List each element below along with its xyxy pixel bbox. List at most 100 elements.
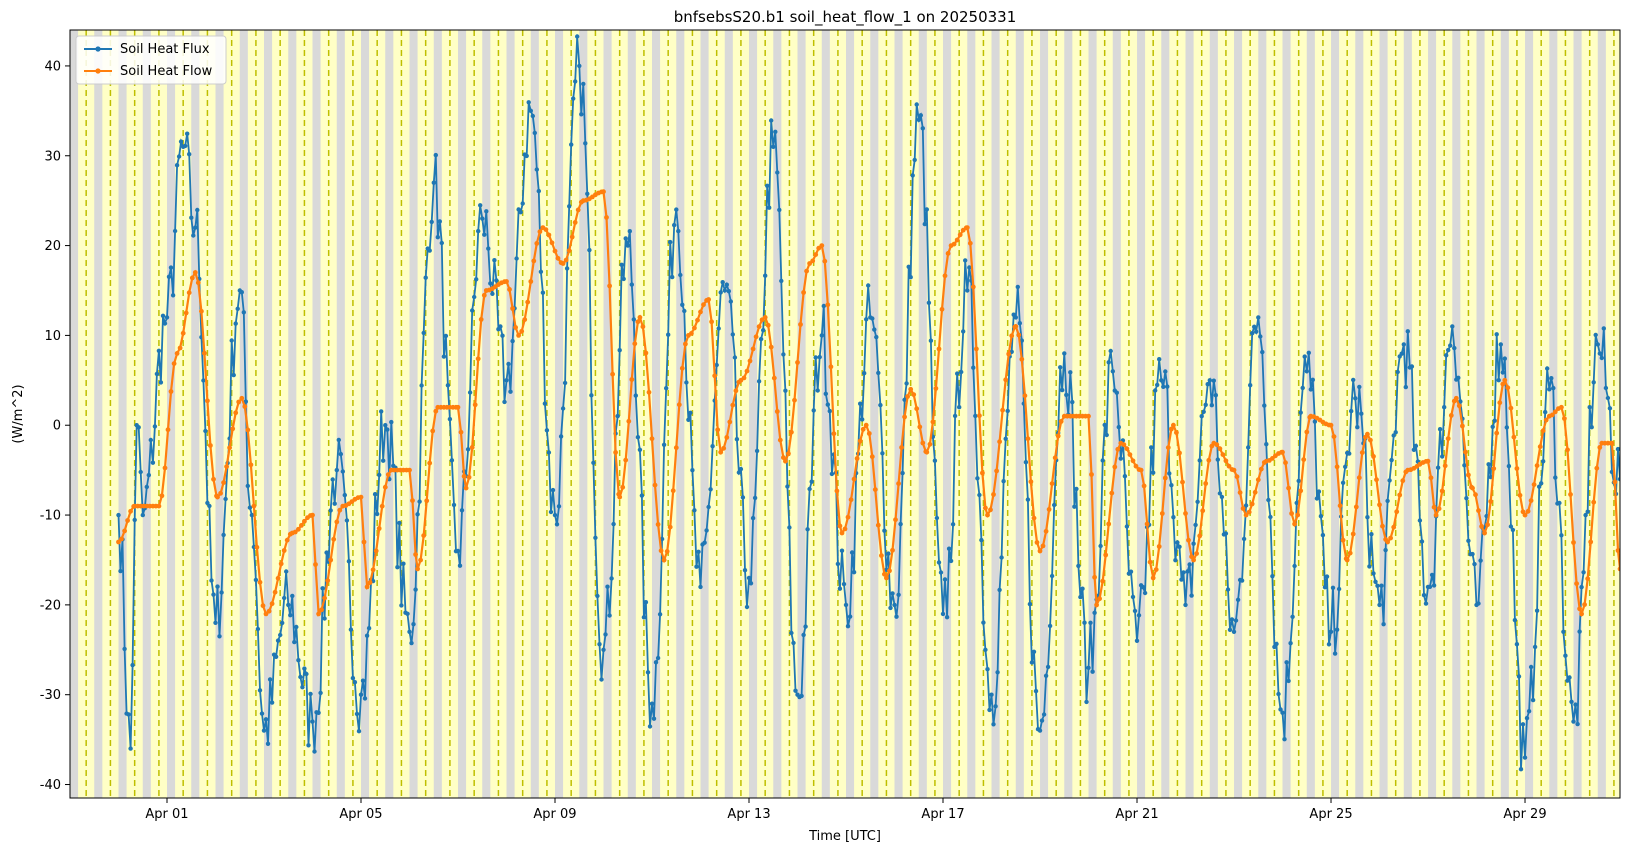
data-point [1304,369,1310,374]
data-point [635,319,641,325]
data-point [1500,381,1506,387]
data-point [870,316,875,321]
data-point [178,139,184,144]
data-point [162,321,168,326]
data-point [319,607,324,613]
data-point [1180,479,1185,485]
x-tick-label: Apr 17 [921,807,964,822]
daylight-band [1605,30,1620,798]
data-point [564,266,570,271]
data-point [1530,697,1536,703]
data-point [504,279,509,284]
data-point [201,378,206,383]
data-point [834,488,840,494]
data-point [847,614,853,619]
data-point [338,451,343,457]
data-point [549,240,555,246]
data-point [1246,509,1252,515]
data-point [1138,467,1144,473]
data-point [348,627,354,632]
data-point [1074,486,1079,492]
data-point [813,252,819,257]
data-point [997,439,1002,445]
data-point [750,346,756,352]
data-point [502,399,507,405]
y-axis-label: (W/m^2) [11,384,26,443]
data-point [747,358,753,364]
data-point [1617,566,1620,572]
data-point [377,472,382,478]
data-point [1545,366,1550,371]
data-point [988,507,993,513]
data-point [1116,424,1122,430]
data-point [1070,399,1075,405]
data-point [1385,539,1390,545]
data-point [1567,675,1572,680]
data-point [848,497,854,503]
data-point [1393,430,1398,435]
data-point [1094,602,1099,608]
data-point [1456,375,1461,380]
data-point [721,445,727,451]
data-point [144,484,149,490]
data-point [1589,425,1594,430]
data-point [272,589,278,595]
data-point [1491,466,1497,471]
data-point [655,522,661,527]
data-point [1466,472,1471,478]
data-point [189,275,195,281]
data-point [940,611,946,617]
data-point [126,712,131,717]
data-point [415,512,420,517]
y-tick-label: -20 [40,598,61,613]
data-point [1043,528,1049,534]
data-point [1575,721,1580,727]
data-point [531,258,537,264]
data-point [684,380,689,385]
data-point [1005,408,1010,414]
data-point [649,701,655,706]
data-point [1417,518,1423,523]
data-point [284,569,289,574]
data-point [1394,509,1400,515]
data-point [1460,423,1465,429]
data-point [1049,573,1055,579]
data-point [626,418,632,424]
data-point [1524,715,1530,721]
data-point [118,568,123,574]
data-point [1330,585,1336,590]
data-point [911,392,917,397]
data-point [1037,728,1043,733]
data-point [346,559,352,564]
data-point [768,344,774,350]
data-point [741,375,747,381]
data-point [639,493,645,498]
data-point [443,333,449,339]
data-point [263,717,269,722]
data-point [1470,551,1475,557]
data-point [413,552,418,557]
data-point [1086,413,1091,419]
data-point [344,518,350,523]
data-point [199,308,204,314]
data-point [753,334,759,340]
data-point [1037,548,1043,554]
data-point [1508,405,1514,411]
data-point [702,540,707,545]
data-point [670,488,676,494]
data-point [556,504,562,509]
data-point [1025,497,1031,502]
data-point [623,236,628,241]
data-point [1371,571,1376,576]
data-point [813,355,818,360]
data-point [572,220,578,225]
data-point [689,331,694,336]
data-point [1276,691,1281,697]
data-point [1479,524,1484,529]
data-point [944,615,950,620]
data-point [756,324,762,329]
data-point [370,567,376,573]
data-point [845,624,851,629]
data-point [1243,512,1249,518]
data-point [1045,664,1051,670]
